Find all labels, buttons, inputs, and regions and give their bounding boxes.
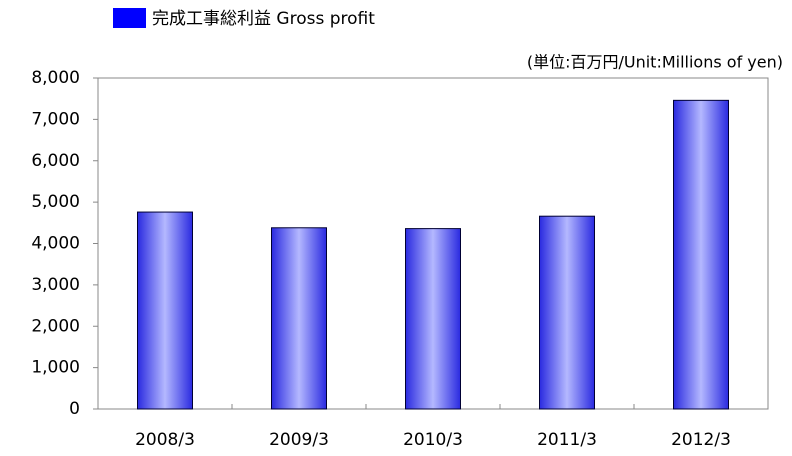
x-tick-label: 2010/3 bbox=[403, 430, 463, 450]
bar bbox=[673, 99, 729, 410]
bar bbox=[271, 227, 327, 410]
unit-annotation: (単位:百万円/Unit:Millions of yen) bbox=[527, 53, 783, 72]
y-tick-label: 8,000 bbox=[31, 68, 80, 88]
y-tick-label: 1,000 bbox=[31, 358, 80, 378]
bar bbox=[405, 228, 461, 410]
x-tick-label: 2008/3 bbox=[135, 430, 195, 450]
y-tick-label: 2,000 bbox=[31, 316, 80, 336]
y-tick-label: 7,000 bbox=[31, 109, 80, 129]
y-tick-label: 3,000 bbox=[31, 275, 80, 295]
x-tick-label: 2012/3 bbox=[671, 430, 731, 450]
bar bbox=[137, 211, 193, 410]
y-tick-label: 6,000 bbox=[31, 151, 80, 171]
bar bbox=[539, 215, 595, 410]
legend-label: 完成工事総利益 Gross profit bbox=[152, 9, 375, 29]
y-tick-label: 0 bbox=[69, 399, 80, 419]
y-tick-label: 4,000 bbox=[31, 234, 80, 254]
y-tick-label: 5,000 bbox=[31, 192, 80, 212]
x-tick-label: 2011/3 bbox=[537, 430, 597, 450]
x-tick-label: 2009/3 bbox=[269, 430, 329, 450]
legend-swatch bbox=[113, 8, 146, 28]
